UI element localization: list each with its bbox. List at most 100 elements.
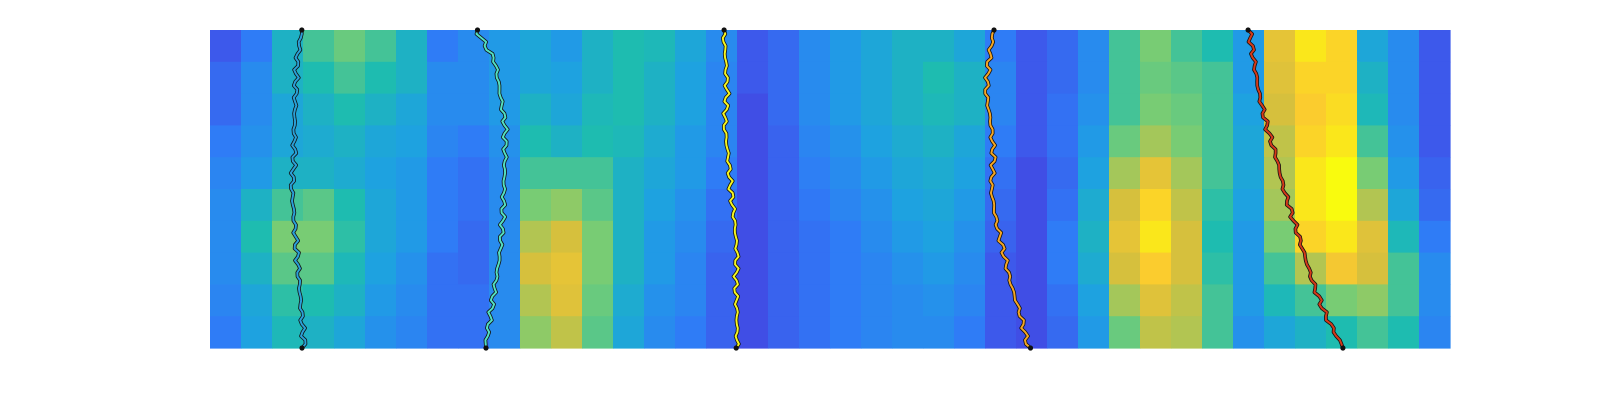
heatmap-cell <box>1295 30 1327 63</box>
heatmap-cell <box>1047 252 1079 285</box>
heatmap-cell <box>675 157 707 190</box>
heatmap-cell <box>1326 61 1358 95</box>
heatmap-cell <box>954 30 986 63</box>
heatmap-cell <box>644 284 676 317</box>
heatmap-cell <box>1109 157 1141 190</box>
heatmap-cell <box>861 252 893 285</box>
heatmap-cell <box>303 284 335 317</box>
heatmap-cell <box>1388 252 1420 285</box>
heatmap-cell <box>830 220 862 254</box>
heatmap-cell <box>551 30 583 63</box>
heatmap-cell <box>1140 93 1172 126</box>
heatmap-cell <box>1357 157 1389 190</box>
heatmap-cell <box>1109 189 1141 222</box>
heatmap-cell <box>1109 30 1141 63</box>
heatmap-cell <box>830 61 862 95</box>
heatmap-cell <box>365 316 397 349</box>
heatmap-cell <box>954 61 986 95</box>
heatmap-cell <box>830 316 862 349</box>
heatmap-cell <box>1419 252 1451 285</box>
heatmap-cell <box>489 61 521 95</box>
heatmap-cell <box>396 252 428 285</box>
heatmap-cell <box>644 30 676 63</box>
heatmap-cell <box>1388 30 1420 63</box>
track-4-end-point <box>1027 345 1034 351</box>
heatmap-cell <box>303 189 335 222</box>
heatmap-cell <box>1326 252 1358 285</box>
heatmap-cell <box>923 30 955 63</box>
heatmap-cell <box>1140 125 1172 158</box>
heatmap-cell <box>396 93 428 126</box>
heatmap-cell <box>1171 189 1203 222</box>
heatmap-cell <box>396 61 428 95</box>
heatmap-cell <box>427 30 459 63</box>
heatmap-cell <box>241 252 273 285</box>
heatmap-cell <box>1419 61 1451 95</box>
heatmap-cell <box>1388 93 1420 126</box>
heatmap-cell <box>458 61 490 95</box>
heatmap-cell <box>768 93 800 126</box>
heatmap-cell <box>396 284 428 317</box>
heatmap-cell <box>272 220 304 254</box>
heatmap-cell <box>737 252 769 285</box>
heatmap-cell <box>830 30 862 63</box>
heatmap-cell <box>954 157 986 190</box>
heatmap-cell <box>520 316 552 349</box>
heatmap-cell <box>923 93 955 126</box>
heatmap-cell <box>582 252 614 285</box>
heatmap-cell <box>675 220 707 254</box>
heatmap-cell <box>892 61 924 95</box>
heatmap-cell <box>303 220 335 254</box>
heatmap-cell <box>334 189 366 222</box>
heatmap-cell <box>1016 30 1048 63</box>
heatmap-cell <box>706 157 738 190</box>
heatmap-cell <box>210 220 242 254</box>
heatmap-cell <box>1078 93 1110 126</box>
heatmap-cell <box>1233 316 1265 349</box>
heatmap-cell <box>210 316 242 349</box>
heatmap-cell <box>892 220 924 254</box>
heatmap-cell <box>1419 284 1451 317</box>
heatmap-cell <box>613 30 645 63</box>
heatmap-cell <box>582 189 614 222</box>
heatmap-cell <box>954 220 986 254</box>
heatmap-cell <box>1047 316 1079 349</box>
heatmap-cell <box>1264 61 1296 95</box>
heatmap-cell <box>1357 284 1389 317</box>
heatmap-cell <box>427 189 459 222</box>
heatmap-cell <box>210 284 242 317</box>
heatmap-cell <box>520 61 552 95</box>
heatmap-cell <box>1295 316 1327 349</box>
heatmap-cell <box>1295 157 1327 190</box>
heatmap-cell <box>272 157 304 190</box>
heatmap-cell <box>861 93 893 126</box>
heatmap-cell <box>1295 61 1327 95</box>
track-1-start-point <box>299 27 305 33</box>
heatmap-cell <box>365 284 397 317</box>
heatmap-cell <box>582 157 614 190</box>
heatmap-cell <box>1233 30 1265 63</box>
heatmap-cell <box>799 157 831 190</box>
heatmap-cell <box>1140 316 1172 349</box>
heatmap-cell <box>1016 284 1048 317</box>
heatmap-cell <box>1047 157 1079 190</box>
heatmap-cell <box>613 157 645 190</box>
heatmap-cell <box>210 30 242 63</box>
heatmap-cell <box>1295 93 1327 126</box>
heatmap-cell <box>799 61 831 95</box>
heatmap-cell <box>241 189 273 222</box>
heatmap-cell <box>365 30 397 63</box>
heatmap-cell <box>675 30 707 63</box>
heatmap-cell <box>861 157 893 190</box>
heatmap-cell <box>923 157 955 190</box>
heatmap-cell <box>706 252 738 285</box>
heatmap-cell <box>582 30 614 63</box>
heatmap-cell <box>334 30 366 63</box>
track-5-end-point <box>1340 345 1346 351</box>
track-3-start-point <box>721 27 727 33</box>
heatmap-cell <box>1357 61 1389 95</box>
heatmap-cell <box>768 30 800 63</box>
heatmap-cell <box>892 30 924 63</box>
heatmap-cell <box>303 125 335 158</box>
heatmap-cell <box>985 252 1017 285</box>
